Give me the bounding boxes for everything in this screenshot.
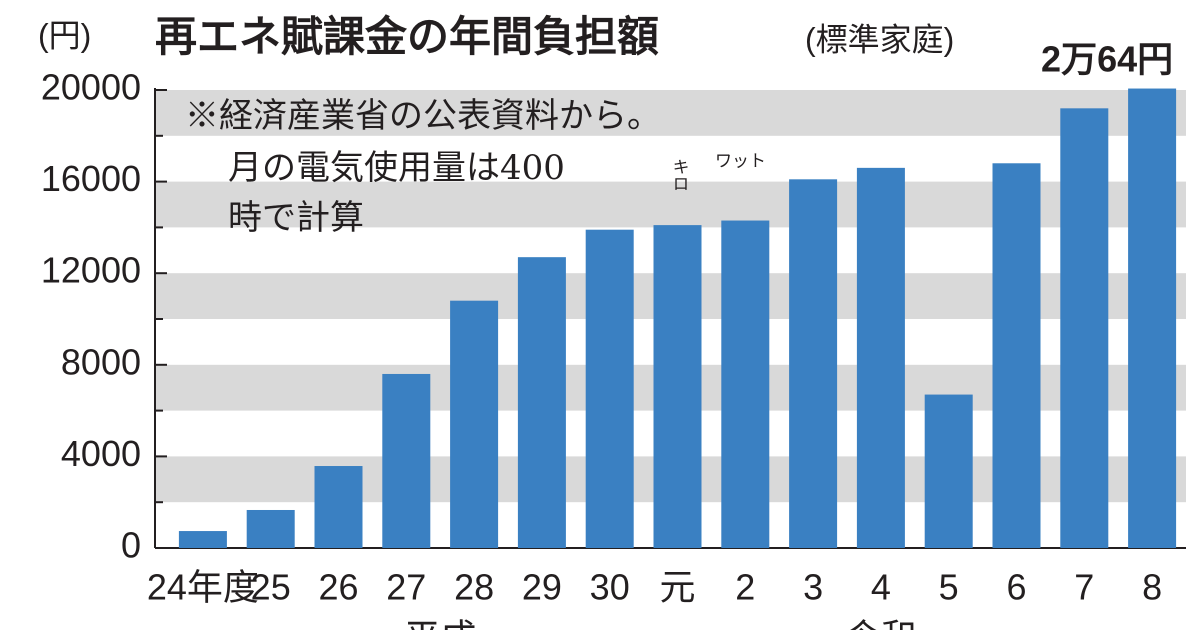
y-tick-label: 16000 — [41, 158, 141, 199]
value-label: 2万64円 — [1041, 39, 1173, 80]
bar — [789, 179, 838, 548]
bar — [450, 300, 499, 548]
x-tick-label: 7 — [1074, 567, 1094, 608]
y-tick-label: 20000 — [41, 67, 141, 108]
x-tick-label: 3 — [803, 567, 823, 608]
x-tick-label: 5 — [939, 567, 959, 608]
x-tick-label: 6 — [1006, 567, 1026, 608]
x-tick-label: 4 — [871, 567, 891, 608]
era-label: 平成 — [404, 617, 476, 630]
bar — [924, 394, 973, 548]
bar — [653, 225, 702, 549]
y-tick-label: 12000 — [41, 250, 141, 291]
x-tick-label: 29 — [522, 567, 562, 608]
unit-label: (円) — [38, 17, 91, 53]
y-tick-label: 0 — [121, 525, 141, 566]
note-unit: ワット — [715, 152, 766, 172]
grid-stripe — [155, 90, 1186, 136]
x-tick-label: 30 — [590, 567, 630, 608]
bar — [517, 257, 566, 548]
y-tick-label: 8000 — [61, 341, 141, 382]
x-tick-label: 28 — [454, 567, 494, 608]
bar — [585, 229, 634, 548]
x-tick-label: 8 — [1142, 567, 1162, 608]
bar — [992, 163, 1041, 548]
note-unit: キロ — [669, 158, 689, 192]
bar — [178, 531, 227, 548]
x-tick-label: 24年度 — [147, 567, 259, 608]
bar — [1060, 108, 1109, 548]
bar — [1128, 88, 1177, 549]
note: ※経済産業省の公表資料から。 — [185, 96, 661, 136]
chart-title: 再エネ賦課金の年間負担額 — [155, 13, 659, 60]
bar — [314, 466, 363, 548]
x-tick-label: 元 — [659, 567, 695, 608]
x-tick-label: 25 — [251, 567, 291, 608]
y-tick-label: 4000 — [61, 433, 141, 474]
bar — [382, 373, 431, 548]
bar — [246, 509, 295, 548]
note: 時で計算 — [228, 198, 364, 238]
note: 月の電気使用量は400 — [228, 148, 565, 188]
era-label: 令和 — [845, 617, 917, 630]
bar — [721, 220, 770, 548]
bar — [856, 167, 905, 549]
x-tick-label: 2 — [735, 567, 755, 608]
chart-subtitle: (標準家庭) — [805, 21, 954, 57]
x-tick-label: 27 — [386, 567, 426, 608]
x-tick-label: 26 — [318, 567, 358, 608]
